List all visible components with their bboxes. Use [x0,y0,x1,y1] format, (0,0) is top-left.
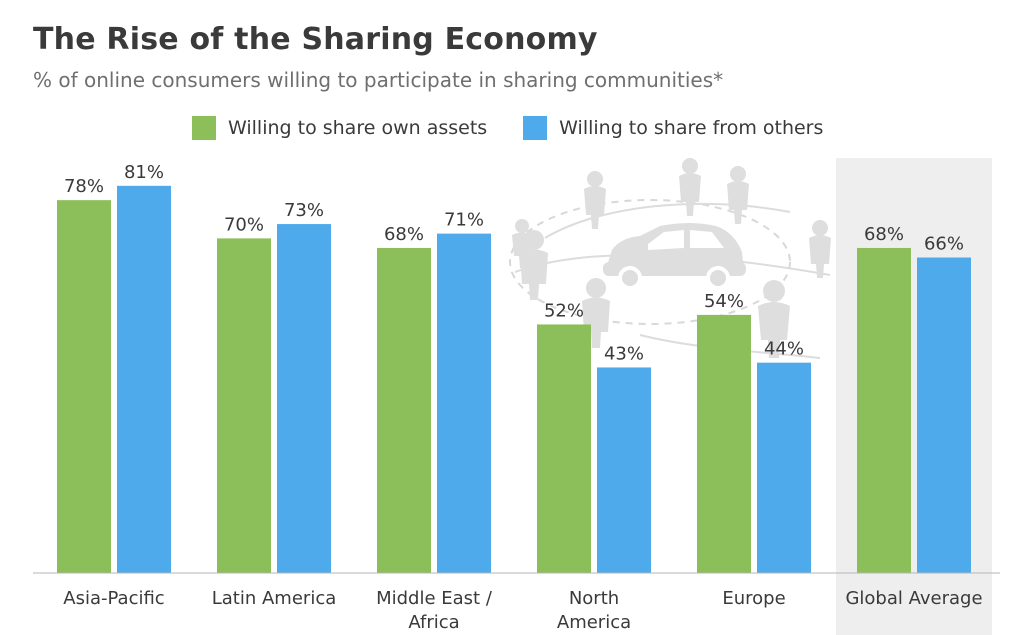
data-label: 52% [544,300,584,321]
data-label: 81% [124,162,164,183]
legend-swatch-own-assets [192,116,216,140]
category-label: Europe [722,588,785,609]
bar-from-others-5 [917,257,971,573]
bar-from-others-0 [117,185,171,573]
legend-item-from-others: Willing to share from others [523,116,823,140]
category-label: Asia-Pacific [63,588,164,609]
car-icon [603,223,746,290]
person-icon [758,280,790,358]
data-label: 68% [864,224,904,245]
legend-label-own-assets: Willing to share own assets [228,117,488,139]
category-label: Global Average [845,588,982,609]
person-icon [582,278,610,348]
car-sharing-illustration [509,158,831,359]
bar-own-assets-1 [217,238,271,573]
bar-own-assets-4 [697,314,751,573]
chart-subtitle: % of online consumers willing to partici… [33,68,724,92]
bars-layer [57,185,971,573]
person-icon [512,219,532,268]
data-label: 44% [764,339,804,360]
data-label: 43% [604,343,644,364]
bar-from-others-2 [437,233,491,573]
person-icon [727,166,749,224]
bar-from-others-1 [277,224,331,573]
bar-from-others-4 [757,362,811,573]
person-icon [679,158,701,216]
data-label: 71% [444,210,484,231]
legend-item-own-assets: Willing to share own assets [192,116,487,140]
person-icon [809,220,831,278]
data-label: 54% [704,291,744,312]
category-label: North [569,588,619,609]
legend-label-from-others: Willing to share from others [559,117,824,139]
data-label: 66% [924,234,964,255]
chart-title: The Rise of the Sharing Economy [33,22,598,57]
legend-swatch-from-others [523,116,548,140]
data-label: 73% [284,200,324,221]
bar-own-assets-3 [537,324,591,573]
person-icon [584,171,606,229]
bar-own-assets-2 [377,247,431,573]
category-label: Middle East / [376,588,493,609]
category-label: America [557,612,631,633]
bar-own-assets-0 [57,200,111,573]
bar-from-others-3 [597,367,651,573]
data-label: 78% [64,176,104,197]
category-label: Latin America [212,588,337,609]
bar-own-assets-5 [857,247,911,573]
category-label: Africa [408,612,459,633]
chart-legend: Willing to share own assets Willing to s… [192,116,859,140]
data-label: 70% [224,214,264,235]
labels-layer: 78% 81% Asia-Pacific 70% 73% Latin America 68%… [63,162,982,633]
data-label: 68% [384,224,424,245]
